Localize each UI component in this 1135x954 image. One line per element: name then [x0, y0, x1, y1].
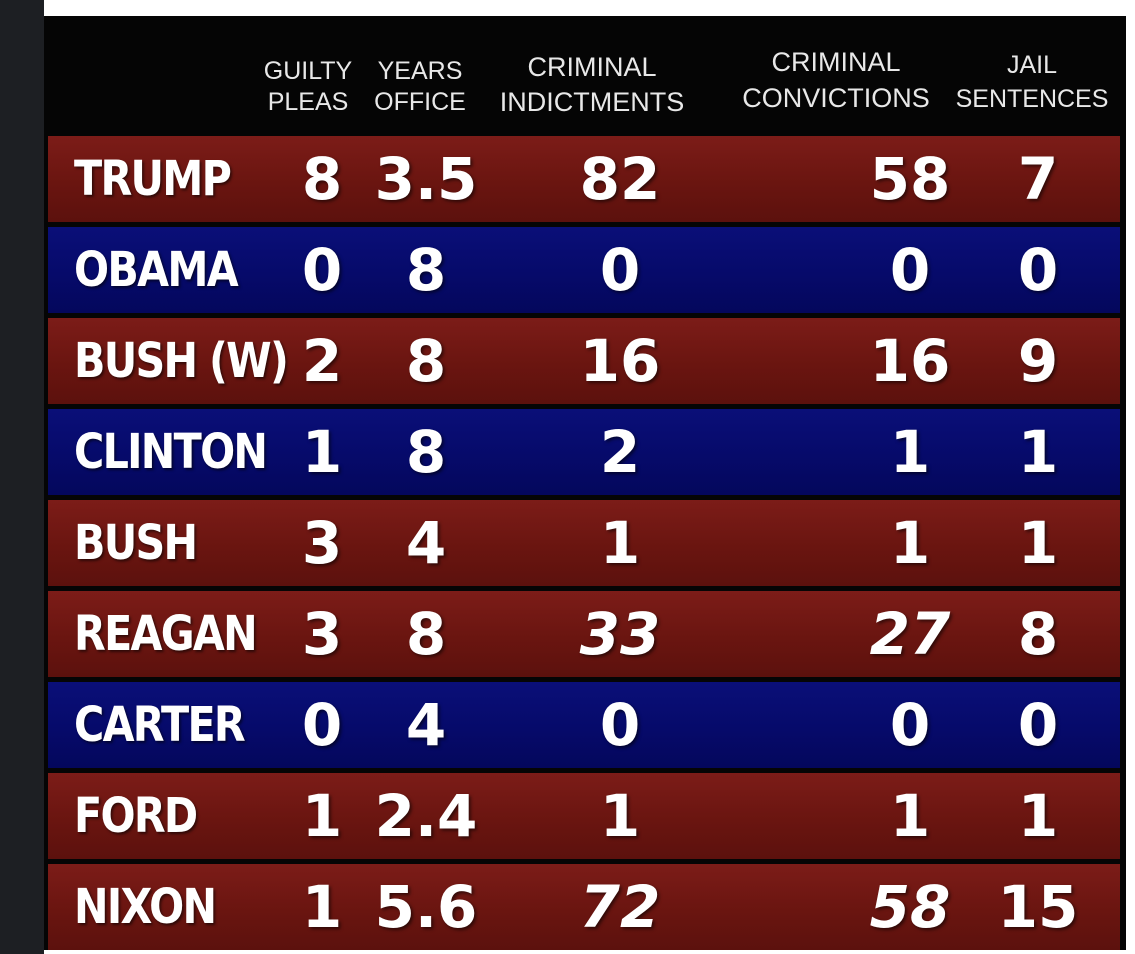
table-row: BUSH 3 4 1 1 1 [48, 500, 1120, 586]
value-guilty-pleas: 0 [301, 691, 343, 759]
value-years-office: 8 [405, 327, 447, 395]
value-jail-sentences: 0 [1017, 691, 1059, 759]
table-row: BUSH (W) 2 8 16 16 9 [48, 318, 1120, 404]
table-row: OBAMA 0 8 0 0 0 [48, 227, 1120, 313]
value-criminal-convictions: 0 [889, 236, 931, 304]
value-guilty-pleas: 3 [301, 509, 343, 577]
value-years-office: 4 [405, 509, 447, 577]
crimes-table: GUILTY PLEAS YEARS OFFICE CRIMINAL INDICTME… [44, 16, 1126, 950]
value-criminal-indictments: 2 [599, 418, 641, 486]
president-name: NIXON [74, 879, 217, 935]
left-dark-strip [0, 0, 44, 954]
president-name: REAGAN [74, 606, 258, 662]
header-criminal-indictments: CRIMINAL INDICTMENTS [499, 52, 685, 117]
value-criminal-convictions: 16 [869, 327, 951, 395]
table-row: CLINTON 1 8 2 1 1 [48, 409, 1120, 495]
table-row: CARTER 0 4 0 0 0 [48, 682, 1120, 768]
value-criminal-convictions: 0 [889, 691, 931, 759]
value-years-office: 4 [405, 691, 447, 759]
value-jail-sentences: 7 [1017, 145, 1059, 213]
value-jail-sentences: 1 [1017, 509, 1059, 577]
header-jail-sentences: JAIL SENTENCES [955, 51, 1109, 113]
table-header: GUILTY PLEAS YEARS OFFICE CRIMINAL INDICTME… [44, 16, 1126, 134]
value-criminal-convictions: 58 [869, 145, 951, 213]
table-row: FORD 1 2.4 1 1 1 [48, 773, 1120, 859]
president-name: CARTER [74, 697, 246, 753]
president-name: BUSH (W) [74, 333, 289, 389]
header-guilty-pleas: GUILTY PLEAS [263, 57, 353, 116]
value-guilty-pleas: 1 [301, 782, 343, 850]
value-guilty-pleas: 3 [301, 600, 343, 668]
table-row: NIXON 1 5.6 72 58 15 [48, 864, 1120, 950]
value-jail-sentences: 8 [1017, 600, 1059, 668]
president-name: BUSH [74, 515, 198, 571]
value-criminal-indictments: 1 [599, 509, 641, 577]
value-years-office: 3.5 [374, 145, 478, 213]
value-criminal-convictions: 58 [869, 873, 951, 941]
header-years-office: YEARS OFFICE [374, 57, 466, 116]
president-name: FORD [74, 788, 198, 844]
table-row: REAGAN 3 8 33 27 8 [48, 591, 1120, 677]
table-row: TRUMP 8 3.5 82 58 7 [48, 136, 1120, 222]
value-guilty-pleas: 2 [301, 327, 343, 395]
value-criminal-indictments: 0 [599, 691, 641, 759]
top-white-strip [44, 0, 1124, 16]
president-name: CLINTON [74, 424, 268, 480]
president-name: TRUMP [74, 151, 232, 207]
value-criminal-indictments: 82 [579, 145, 661, 213]
value-criminal-convictions: 1 [889, 509, 931, 577]
value-jail-sentences: 0 [1017, 236, 1059, 304]
value-criminal-convictions: 27 [869, 600, 951, 668]
value-criminal-indictments: 0 [599, 236, 641, 304]
value-criminal-convictions: 1 [889, 418, 931, 486]
value-years-office: 2.4 [374, 782, 478, 850]
value-criminal-indictments: 33 [579, 600, 661, 668]
value-jail-sentences: 15 [997, 873, 1079, 941]
value-criminal-convictions: 1 [889, 782, 931, 850]
value-criminal-indictments: 16 [579, 327, 661, 395]
value-years-office: 5.6 [374, 873, 478, 941]
value-years-office: 8 [405, 418, 447, 486]
value-years-office: 8 [405, 600, 447, 668]
header-criminal-convictions: CRIMINAL CONVICTIONS [742, 47, 930, 113]
value-jail-sentences: 1 [1017, 782, 1059, 850]
value-years-office: 8 [405, 236, 447, 304]
value-jail-sentences: 1 [1017, 418, 1059, 486]
president-name: OBAMA [74, 242, 239, 298]
value-criminal-indictments: 1 [599, 782, 641, 850]
value-criminal-indictments: 72 [579, 873, 661, 941]
value-guilty-pleas: 0 [301, 236, 343, 304]
value-guilty-pleas: 1 [301, 418, 343, 486]
value-guilty-pleas: 1 [301, 873, 343, 941]
value-jail-sentences: 9 [1017, 327, 1059, 395]
value-guilty-pleas: 8 [301, 145, 343, 213]
